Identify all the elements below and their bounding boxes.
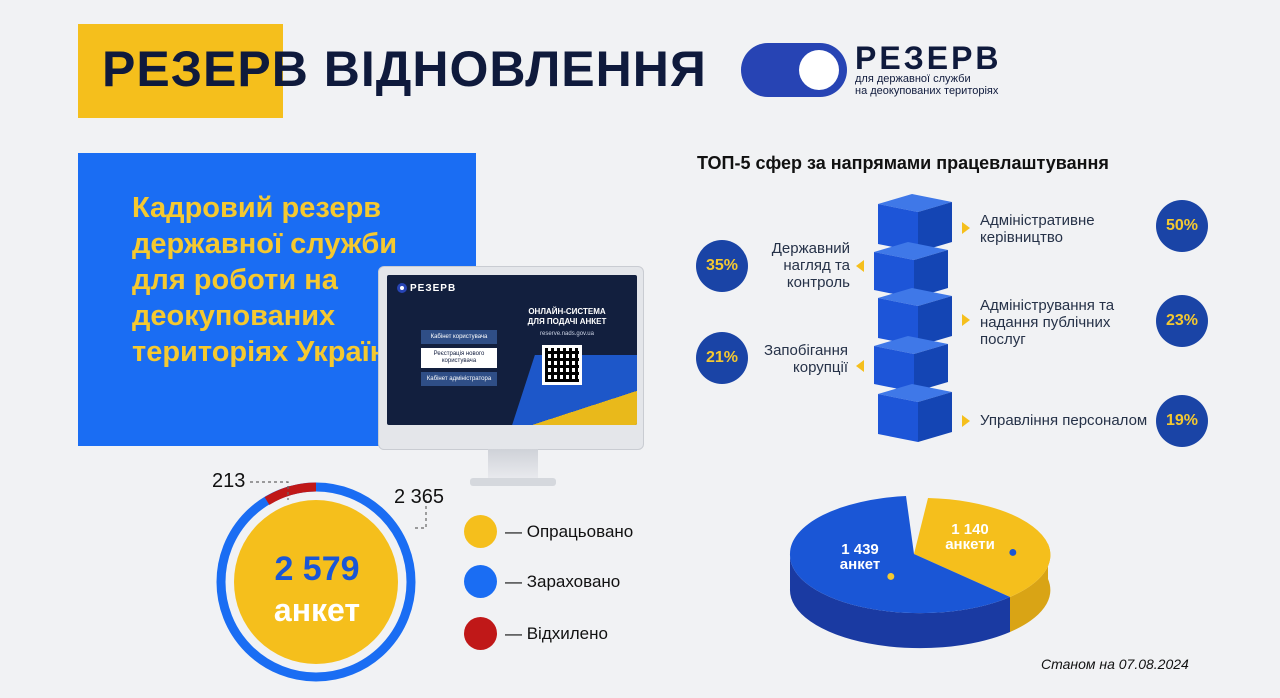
pie-label-men: 1 439 анкет [839,541,881,573]
total-applications-number: 2 579 [274,550,360,588]
legend-dot-enrolled [464,565,497,598]
pointer-icon [856,260,864,272]
cube-3 [878,288,952,346]
pie-slice-women [914,498,1051,597]
legend-label-enrolled: — Зараховано [505,571,621,591]
category-hr-management: Управління персоналом [980,412,1148,429]
legend-label-rejected: — Відхилено [505,623,608,643]
monitor-screen: РЕЗЕРВ Кабінет користувача Реєстрація но… [387,275,637,425]
ring-processed-center [234,500,398,664]
enrolled-count-label: 2 365 [394,486,445,508]
percent-badge-admin-management: 50% [1156,200,1208,252]
logo-word: РЕЗЕРВ [855,40,1002,76]
legend-item-rejected: — Відхилено [464,617,608,650]
screen-heading: ОНЛАЙН-СИСТЕМА ДЛЯ ПОДАЧІ АНКЕТ [527,307,607,326]
category-state-supervision: Державний нагляд та контроль [771,240,850,291]
total-applications-unit: анкет [273,592,361,628]
leader-line-enrolled [412,500,427,529]
percent-badge-public-services: 23% [1156,295,1208,347]
pie-side-women [1010,544,1051,632]
pointer-icon [962,415,970,427]
logo-dot-icon [397,283,407,293]
legend-dot-rejected [464,617,497,650]
cube-4 [874,336,948,392]
category-anti-corruption: Запобігання корупції [764,342,848,376]
screen-logo: РЕЗЕРВ [397,283,456,294]
gender-pie-chart [789,496,1051,649]
screen-button-user-cabinet: Кабінет користувача [421,330,497,344]
logo-toggle-icon [741,43,847,97]
title-highlight [78,24,283,118]
panel-text: Кадровий резерв державної служби для роб… [132,190,452,370]
monitor-stand [488,449,538,479]
category-admin-management: Адміністративне керівництво [980,212,1095,246]
legend-label-processed: — Опрацьовано [505,521,634,541]
logo-subtitle: для державної служби на деокупованих тер… [855,73,998,97]
pointer-icon [962,222,970,234]
qr-code-icon [542,345,582,385]
legend-item-enrolled: — Зараховано [464,565,620,598]
as-of-date: Станом на 07.08.2024 [1041,656,1189,672]
logo-subtitle-line1: для державної служби [855,73,971,85]
percent-badge-anti-corruption: 21% [696,332,748,384]
legend-dot-processed [464,515,497,548]
page-title: РЕЗЕРВ ВІДНОВЛЕННЯ [102,41,707,97]
cube-1 [878,194,952,252]
legend-item-processed: — Опрацьовано [464,515,633,548]
rejected-count-label: 213 [212,470,246,492]
woman-icon: ● [1008,544,1018,561]
top5-title: ТОП-5 сфер за напрямами працевлаштування [697,153,1109,173]
screen-button-admin-cabinet: Кабінет адміністратора [421,372,497,386]
pointer-icon [962,314,970,326]
monitor-base [470,478,556,486]
percent-badge-state-supervision: 35% [696,240,748,292]
percent-badge-hr-management: 19% [1156,395,1208,447]
screen-button-register: Реєстрація нового користувача [421,348,497,368]
ring-rejected [264,482,317,505]
pie-side-men [789,554,1010,649]
monitor-illustration: РЕЗЕРВ Кабінет користувача Реєстрація но… [378,266,644,450]
man-icon: ● [886,568,896,585]
leader-line-rejected [250,481,289,500]
cube-stack-icon [874,194,952,442]
screen-url: reserve.nads.gov.ua [540,331,594,337]
pie-slice-men [789,496,1010,614]
pie-label-women: 1 140 анкети [945,521,995,553]
cube-2 [874,242,948,298]
pointer-icon [856,360,864,372]
applications-ring [216,481,427,682]
panel-text-content: Кадровий резерв державної служби для роб… [132,192,406,368]
category-public-services: Адміністрування та надання публічних послу… [980,297,1115,348]
logo-subtitle-line2: на деокупованих територіях [855,85,999,97]
cube-5 [878,384,952,442]
